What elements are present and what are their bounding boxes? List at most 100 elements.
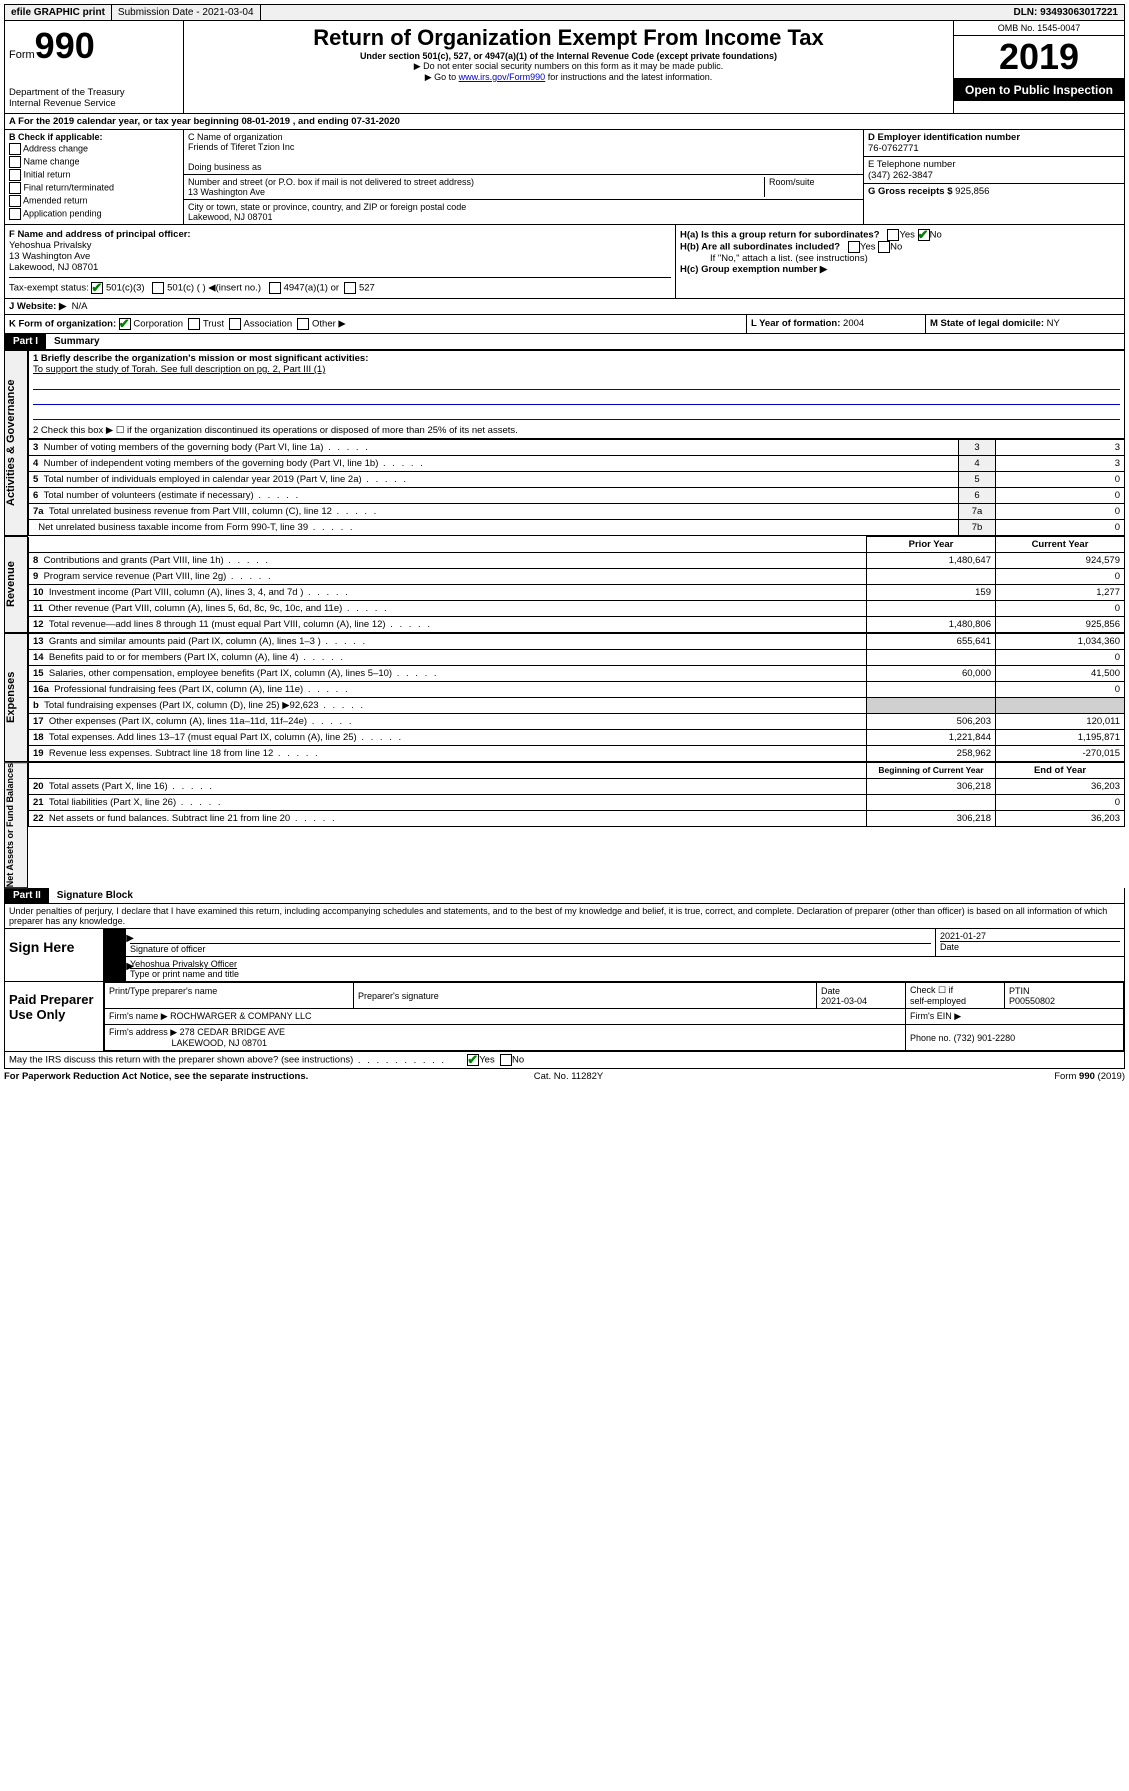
officer-name: Yehoshua Privalsky	[9, 240, 92, 251]
table-row: 7a Total unrelated business revenue from…	[29, 504, 1125, 520]
firm-ein-label: Firm's EIN ▶	[910, 1011, 961, 1021]
officer-printed-name: Yehoshua Privalsky Officer	[130, 959, 1120, 969]
table-row: 20 Total assets (Part X, line 16) 306,21…	[29, 779, 1125, 795]
firm-phone: (732) 901-2280	[954, 1033, 1016, 1043]
vlabel-netassets: Net Assets or Fund Balances	[4, 762, 28, 888]
section-expenses: Expenses 13 Grants and similar amounts p…	[4, 633, 1125, 762]
form-prefix: Form	[9, 49, 35, 61]
paid-preparer-label: Paid Preparer Use Only	[5, 982, 104, 1051]
col-c-name-address: C Name of organization Friends of Tifere…	[184, 130, 863, 224]
table-row: 14 Benefits paid to or for members (Part…	[29, 650, 1125, 666]
section-revenue: Revenue Prior Year Current Year 8 Contri…	[4, 536, 1125, 633]
table-row: 16a Professional fundraising fees (Part …	[29, 682, 1125, 698]
table-row: b Total fundraising expenses (Part IX, c…	[29, 698, 1125, 714]
table-row: 17 Other expenses (Part IX, column (A), …	[29, 714, 1125, 730]
cb-assoc[interactable]	[229, 318, 241, 330]
sig-date-label: Date	[940, 941, 1120, 952]
cb-address-change[interactable]: Address change	[9, 143, 179, 155]
dba-label: Doing business as	[188, 162, 859, 172]
street-label: Number and street (or P.O. box if mail i…	[188, 177, 764, 187]
cb-final-return[interactable]: Final return/terminated	[9, 182, 179, 194]
form-footer-label: Form 990 (2019)	[1054, 1071, 1125, 1082]
officer-addr1: 13 Washington Ave	[9, 251, 90, 262]
efile-print-button[interactable]: efile GRAPHIC print	[5, 5, 112, 20]
cb-amended[interactable]: Amended return	[9, 195, 179, 207]
row-k-form-org: K Form of organization: Corporation Trus…	[4, 315, 1125, 334]
street: 13 Washington Ave	[188, 187, 764, 197]
sign-here-block: Sign Here Signature of officer 2021-01-2…	[4, 929, 1125, 982]
top-bar: efile GRAPHIC print Submission Date - 20…	[4, 4, 1125, 21]
year-formation: 2004	[843, 318, 864, 329]
paid-preparer-block: Paid Preparer Use Only Print/Type prepar…	[4, 982, 1125, 1052]
line2-discontinued: 2 Check this box ▶ ☐ if the organization…	[29, 423, 1125, 439]
perjury-statement: Under penalties of perjury, I declare th…	[4, 904, 1125, 929]
row-a-tax-year: A For the 2019 calendar year, or tax yea…	[4, 114, 1125, 130]
discuss-row: May the IRS discuss this return with the…	[4, 1052, 1125, 1069]
form-subtitle: Under section 501(c), 527, or 4947(a)(1)…	[188, 51, 949, 61]
cb-corp[interactable]	[119, 318, 131, 330]
sig-date: 2021-01-27	[940, 931, 1120, 941]
table-row: 18 Total expenses. Add lines 13–17 (must…	[29, 730, 1125, 746]
cb-app-pending[interactable]: Application pending	[9, 208, 179, 220]
tax-year: 2019	[954, 36, 1124, 79]
section-netassets: Net Assets or Fund Balances Beginning of…	[4, 762, 1125, 888]
sig-officer-label: Signature of officer	[130, 943, 931, 954]
cb-hb-no[interactable]	[878, 241, 890, 253]
tax-exempt-label: Tax-exempt status:	[9, 283, 89, 294]
city-label: City or town, state or province, country…	[188, 202, 859, 212]
ein-label: D Employer identification number	[868, 132, 1020, 143]
submission-date: Submission Date - 2021-03-04	[112, 5, 261, 20]
table-row: 8 Contributions and grants (Part VIII, l…	[29, 553, 1125, 569]
sign-here-label: Sign Here	[5, 929, 104, 981]
cb-discuss-yes[interactable]	[467, 1054, 479, 1066]
irs-link[interactable]: www.irs.gov/Form990	[459, 72, 546, 82]
dept-irs: Internal Revenue Service	[9, 98, 179, 109]
arrow-icon	[104, 957, 126, 981]
table-row: 19 Revenue less expenses. Subtract line …	[29, 746, 1125, 762]
officer-addr2: Lakewood, NJ 08701	[9, 262, 98, 273]
city: Lakewood, NJ 08701	[188, 212, 859, 222]
phone: (347) 262-3847	[868, 170, 933, 181]
gross-label: G Gross receipts $	[868, 186, 952, 197]
table-row: 11 Other revenue (Part VIII, column (A),…	[29, 601, 1125, 617]
room-suite-label: Room/suite	[764, 177, 859, 197]
table-row: 22 Net assets or fund balances. Subtract…	[29, 811, 1125, 827]
col-d-right: D Employer identification number 76-0762…	[863, 130, 1124, 224]
cb-initial-return[interactable]: Initial return	[9, 169, 179, 181]
cb-discuss-no[interactable]	[500, 1054, 512, 1066]
officer-label: F Name and address of principal officer:	[9, 229, 191, 240]
firm-addr1: 278 CEDAR BRIDGE AVE	[180, 1027, 285, 1037]
table-row: 4 Number of independent voting members o…	[29, 456, 1125, 472]
row-j-website: J Website: ▶ N/A	[4, 299, 1125, 315]
form-title: Return of Organization Exempt From Incom…	[188, 25, 949, 51]
gross-receipts: 925,856	[955, 186, 989, 197]
cb-527[interactable]	[344, 282, 356, 294]
org-name-label: C Name of organization	[188, 132, 859, 142]
cb-501c[interactable]	[152, 282, 164, 294]
table-row: Net unrelated business taxable income fr…	[29, 520, 1125, 536]
cb-other[interactable]	[297, 318, 309, 330]
print-name-label: Type or print name and title	[130, 969, 1120, 979]
org-name: Friends of Tiferet Tzion Inc	[188, 142, 859, 152]
part1-header: Part I Summary	[4, 334, 1125, 350]
open-public-badge: Open to Public Inspection	[954, 79, 1124, 101]
officer-group-block: F Name and address of principal officer:…	[4, 225, 1125, 299]
cb-ha-yes[interactable]	[887, 229, 899, 241]
cb-4947[interactable]	[269, 282, 281, 294]
ein: 76-0762771	[868, 143, 919, 154]
mission-text: To support the study of Torah. See full …	[33, 364, 325, 375]
state-domicile: NY	[1047, 318, 1060, 329]
firm-addr2: LAKEWOOD, NJ 08701	[172, 1038, 268, 1048]
vlabel-expenses: Expenses	[4, 633, 28, 762]
form-note1: ▶ Do not enter social security numbers o…	[188, 61, 949, 72]
entity-block: B Check if applicable: Address change Na…	[4, 130, 1125, 225]
table-row: 5 Total number of individuals employed i…	[29, 472, 1125, 488]
cb-501c3[interactable]	[91, 282, 103, 294]
cb-name-change[interactable]: Name change	[9, 156, 179, 168]
cb-ha-no[interactable]	[918, 229, 930, 241]
cb-trust[interactable]	[188, 318, 200, 330]
phone-label: E Telephone number	[868, 159, 956, 170]
cb-hb-yes[interactable]	[848, 241, 860, 253]
table-row: 3 Number of voting members of the govern…	[29, 440, 1125, 456]
firm-name: ROCHWARGER & COMPANY LLC	[170, 1011, 311, 1021]
